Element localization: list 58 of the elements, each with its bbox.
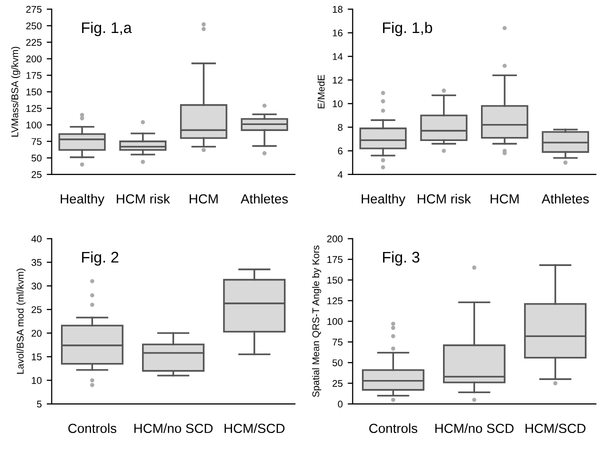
x-tick-label: Healthy [60, 194, 104, 206]
text: Fig. 2 [82, 251, 118, 266]
y-tick-label: 50 [32, 154, 42, 162]
x-tick-label: Controls [68, 423, 116, 434]
y-axis-title: LVMass/BSA (g/kvm) [11, 46, 20, 137]
y-tick-label: 25 [332, 380, 343, 387]
y-tick-label: 25 [32, 306, 42, 314]
y-axis-title: E/MedE [317, 74, 325, 108]
y-tick-label: 175 [26, 72, 42, 79]
y-tick-label: 125 [327, 297, 343, 304]
y-tick-label: 25 [32, 171, 42, 178]
y-tick-label: 75 [332, 338, 343, 346]
y-tick-label: 125 [26, 105, 42, 112]
y-tick-label: 6 [338, 148, 342, 154]
x-tick-label: Healthy [362, 194, 406, 206]
x-tick-label: HCM/no SCD [435, 423, 514, 434]
y-tick-label: 14 [332, 53, 343, 60]
y-tick-label: 100 [26, 122, 42, 128]
y-tick-label: 275 [26, 6, 42, 13]
x-tick-label: HCM risk [418, 194, 471, 204]
x-tick-label: HCM risk [116, 194, 170, 204]
x-tick-label: Athletes [240, 194, 288, 204]
x-tick-label: HCM [190, 194, 218, 204]
y-tick-label: 12 [332, 76, 342, 84]
y-tick-label: 75 [32, 138, 42, 145]
y-tick-label: 20 [32, 330, 42, 337]
x-tick-label: Athletes [542, 194, 589, 204]
y-axis-title: Lavol/BSA mod (ml/kvm) [16, 268, 26, 374]
y-tick-label: 200 [327, 235, 343, 242]
y-tick-label: 150 [26, 88, 42, 96]
text: Fig. 3 [383, 251, 420, 266]
text: Fig. 1,a [82, 22, 132, 36]
y-tick-label: 175 [327, 256, 343, 263]
y-tick-label: 16 [332, 30, 342, 36]
y-tick-label: 0 [338, 400, 343, 408]
y-tick-label: 18 [332, 6, 342, 13]
y-tick-label: 15 [32, 354, 42, 360]
y-tick-label: 8 [338, 124, 342, 131]
y-tick-label: 10 [332, 100, 343, 108]
y-axis-title: Spatial Mean QRS-T Angle by Kors [312, 246, 322, 397]
x-tick-label: Controls [369, 423, 418, 434]
y-tick-label: 200 [26, 55, 42, 62]
y-tick-label: 250 [26, 22, 42, 30]
x-tick-label: HCM/no SCD [134, 423, 213, 434]
y-tick-label: 5 [36, 400, 42, 408]
y-tick-label: 30 [32, 282, 42, 290]
x-tick-label: HCM [490, 194, 519, 204]
text: Fig. 1,b [383, 22, 432, 36]
x-tick-label: HCM/SCD [224, 423, 284, 434]
y-tick-label: 150 [327, 276, 343, 284]
y-tick-label: 225 [26, 38, 42, 46]
y-tick-label: 4 [338, 171, 343, 178]
x-tick-label: HCM/SCD [526, 423, 586, 434]
y-tick-label: 35 [32, 259, 42, 266]
y-tick-label: 100 [327, 318, 343, 325]
y-tick-label: 10 [32, 377, 42, 384]
y-tick-label: 50 [332, 359, 343, 366]
y-tick-label: 40 [31, 235, 42, 242]
